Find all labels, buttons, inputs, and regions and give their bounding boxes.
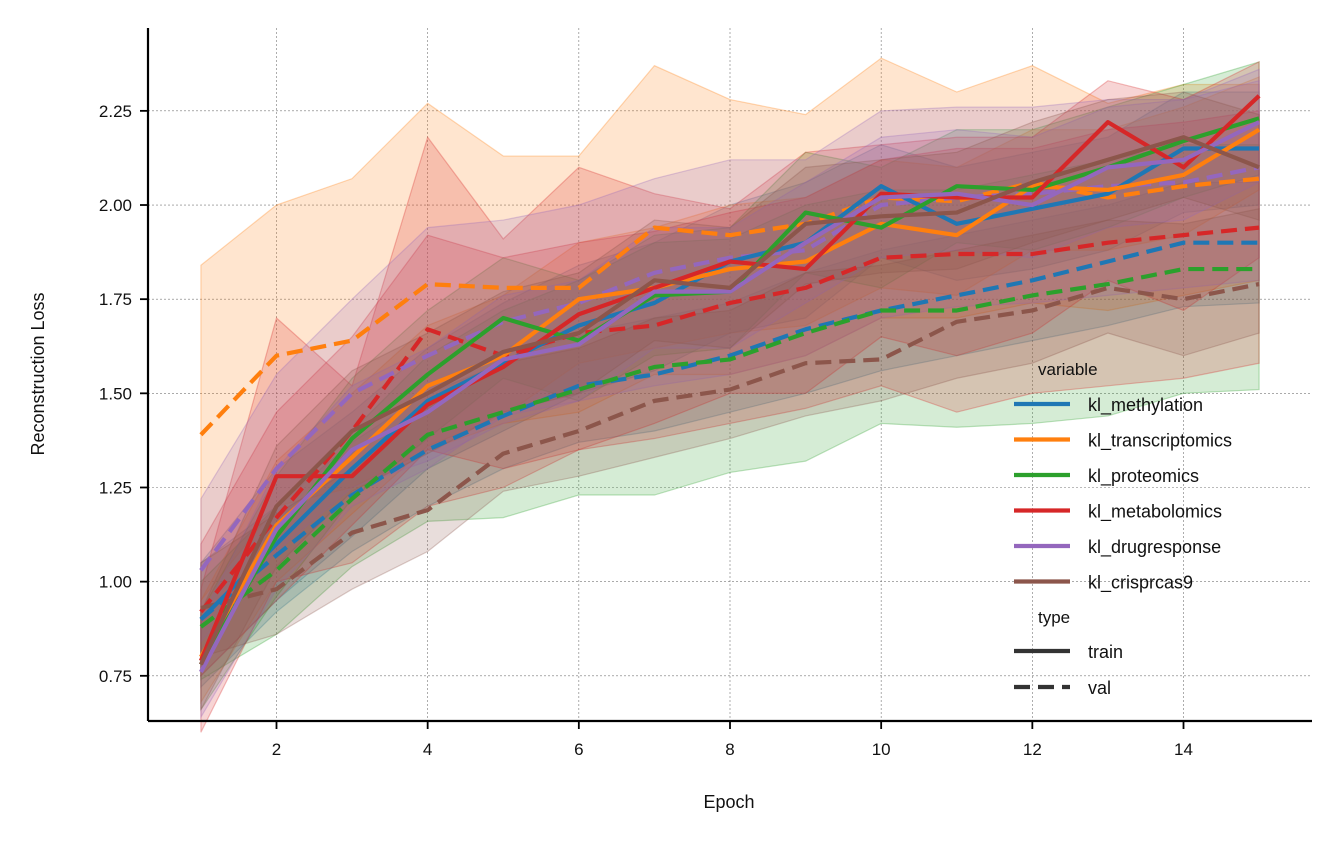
- train-line-kl_drugresponse: [199, 120, 1261, 674]
- legend-label-kl_proteomics: kl_proteomics: [1088, 466, 1199, 487]
- y-tick-label: 1.25: [99, 478, 132, 497]
- val-line-kl_metabolomics: [199, 225, 1260, 614]
- series-lines: [198, 94, 1261, 674]
- legend-label-kl_metabolomics: kl_metabolomics: [1088, 502, 1222, 523]
- train-line-kl_transcriptomics: [199, 127, 1261, 659]
- train-band-kl_methylation: [200, 91, 1260, 678]
- val-band-kl_crisprcas9: [200, 208, 1260, 658]
- legend-title-type: type: [1038, 608, 1070, 627]
- x-tick-label: 8: [725, 740, 734, 759]
- train-band-kl_proteomics: [200, 61, 1260, 712]
- train-band-kl_crisprcas9: [200, 91, 1260, 710]
- y-tick-label: 1.75: [99, 290, 132, 309]
- legend-label-train: train: [1088, 642, 1123, 662]
- val-line-kl_transcriptomics: [199, 176, 1260, 437]
- legend-label-val: val: [1088, 678, 1111, 698]
- y-axis-label: Reconstruction Loss: [28, 292, 48, 455]
- val-band-kl_proteomics: [200, 144, 1260, 681]
- x-tick-label: 12: [1023, 740, 1042, 759]
- y-tick-label: 1.50: [99, 384, 132, 403]
- legend-title-variable: variable: [1038, 360, 1098, 379]
- train-line-kl_metabolomics: [198, 94, 1261, 662]
- ticks: 2 4 6 8 10 12 14 0.75 1.00 1.25 1.50 1.75 2.00 2.25: [99, 102, 1193, 759]
- legend-label-kl_crisprcas9: kl_crisprcas9: [1088, 573, 1193, 594]
- y-tick-label: 1.00: [99, 573, 132, 592]
- x-tick-label: 14: [1174, 740, 1193, 759]
- val-line-kl_crisprcas9: [200, 282, 1260, 611]
- grid: [148, 28, 1312, 721]
- x-tick-label: 2: [272, 740, 281, 759]
- legend-label-kl_drugresponse: kl_drugresponse: [1088, 537, 1221, 558]
- x-tick-label: 10: [872, 740, 891, 759]
- val-line-kl_proteomics: [199, 266, 1260, 629]
- x-tick-label: 4: [423, 740, 432, 759]
- x-tick-label: 6: [574, 740, 583, 759]
- val-line-kl_drugresponse: [199, 165, 1260, 572]
- train-line-kl_crisprcas9: [199, 135, 1260, 666]
- y-tick-label: 2.25: [99, 102, 132, 121]
- legend: variable type kl_methylation kl_transcrip…: [1014, 360, 1232, 698]
- legend-label-kl_transcriptomics: kl_transcriptomics: [1088, 431, 1232, 452]
- legend-label-kl_methylation: kl_methylation: [1088, 395, 1203, 416]
- train-band-kl_metabolomics: [200, 60, 1260, 733]
- y-tick-label: 0.75: [99, 667, 132, 686]
- y-tick-label: 2.00: [99, 196, 132, 215]
- x-axis-label: Epoch: [703, 792, 754, 812]
